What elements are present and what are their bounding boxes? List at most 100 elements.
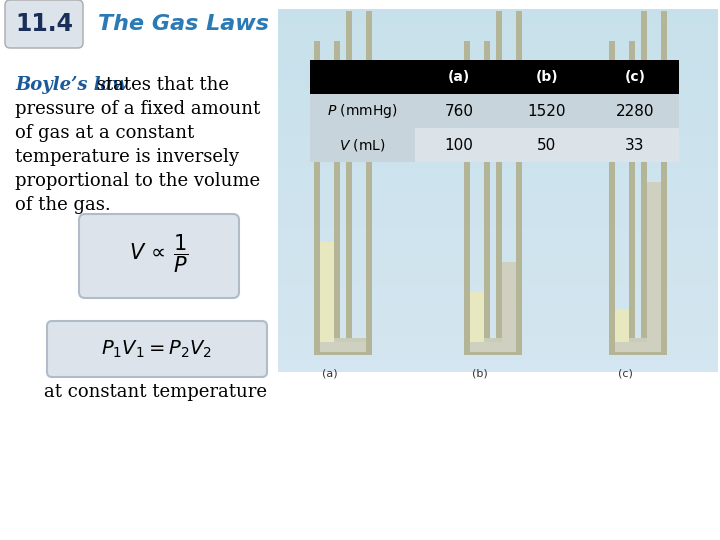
Bar (615, 309, 629, 342)
Bar (278, 136, 718, 141)
Bar (278, 140, 718, 146)
Bar (278, 158, 718, 164)
Text: of the gas.: of the gas. (15, 196, 111, 214)
Bar (278, 118, 718, 123)
Text: $\mathit{V}$ (mL): $\mathit{V}$ (mL) (339, 137, 386, 153)
Bar (496, 11, 502, 341)
Bar (470, 338, 516, 352)
Bar (470, 342, 516, 352)
Bar (320, 338, 366, 352)
Bar (591, 60, 679, 94)
Bar (334, 41, 340, 341)
Bar (615, 338, 661, 352)
Bar (278, 50, 718, 55)
Bar (278, 258, 718, 264)
Bar (346, 11, 352, 341)
Bar (278, 240, 718, 245)
Bar (278, 131, 718, 137)
Bar (503, 128, 591, 162)
Bar (278, 190, 718, 195)
Bar (278, 185, 718, 191)
Bar (502, 262, 516, 342)
Text: pressure of a fixed amount: pressure of a fixed amount (15, 100, 260, 118)
Bar (278, 95, 718, 100)
Bar (278, 27, 718, 32)
Bar (278, 68, 718, 73)
Bar (609, 339, 667, 355)
Text: $\mathbf{\mathit{V}}\,{\propto}\,\dfrac{1}{\mathbf{\mathit{P}}}$: $\mathbf{\mathit{V}}\,{\propto}\,\dfrac{… (130, 233, 189, 275)
Text: (a): (a) (448, 70, 470, 84)
Bar (278, 72, 718, 78)
Bar (278, 59, 718, 64)
Bar (310, 94, 415, 128)
Bar (278, 181, 718, 186)
Bar (278, 308, 718, 313)
Bar (278, 122, 718, 127)
Bar (278, 82, 718, 87)
Bar (470, 292, 484, 342)
Bar (278, 109, 718, 114)
Bar (278, 249, 718, 254)
Bar (278, 222, 718, 227)
Bar (278, 177, 718, 182)
Bar (464, 339, 522, 355)
Bar (278, 262, 718, 268)
Bar (314, 339, 372, 355)
Bar (415, 60, 503, 94)
Bar (278, 145, 718, 150)
Bar (278, 344, 718, 349)
Bar (278, 330, 718, 336)
Bar (278, 149, 718, 155)
Bar (278, 36, 718, 42)
Text: (c): (c) (624, 70, 646, 84)
Text: (c): (c) (618, 368, 632, 378)
Bar (278, 167, 718, 173)
Bar (278, 217, 718, 222)
Bar (484, 41, 490, 341)
Bar (591, 94, 679, 128)
Bar (278, 276, 718, 281)
Bar (314, 41, 320, 341)
Text: 760: 760 (444, 104, 474, 118)
Text: The Gas Laws: The Gas Laws (98, 14, 269, 34)
Text: 1520: 1520 (528, 104, 566, 118)
Bar (278, 253, 718, 259)
Bar (615, 342, 661, 352)
Bar (278, 326, 718, 331)
Bar (278, 280, 718, 286)
Bar (278, 339, 718, 345)
Text: 100: 100 (444, 138, 474, 152)
Bar (278, 63, 718, 69)
Bar (278, 335, 718, 340)
Bar (278, 18, 718, 24)
Text: Boyle’s law: Boyle’s law (15, 76, 127, 94)
FancyBboxPatch shape (5, 0, 83, 48)
Bar (278, 90, 718, 96)
Bar (278, 77, 718, 83)
Bar (278, 14, 718, 19)
Text: proportional to the volume: proportional to the volume (15, 172, 260, 190)
Bar (278, 244, 718, 250)
FancyBboxPatch shape (79, 214, 239, 298)
Bar (278, 199, 718, 205)
Bar (278, 294, 718, 300)
Bar (278, 353, 718, 359)
Bar (278, 154, 718, 159)
Text: (b): (b) (536, 70, 558, 84)
Bar (609, 41, 615, 341)
Bar (310, 60, 415, 94)
Bar (278, 127, 718, 132)
Bar (278, 272, 718, 277)
Bar (278, 40, 718, 46)
Text: temperature is inversely: temperature is inversely (15, 148, 239, 166)
Bar (278, 235, 718, 241)
Text: 2280: 2280 (616, 104, 654, 118)
Bar (415, 128, 503, 162)
Bar (366, 11, 372, 341)
Bar (278, 99, 718, 105)
Bar (278, 9, 718, 15)
FancyBboxPatch shape (47, 321, 267, 377)
Bar (278, 312, 718, 318)
Bar (278, 204, 718, 209)
Bar (278, 163, 718, 168)
